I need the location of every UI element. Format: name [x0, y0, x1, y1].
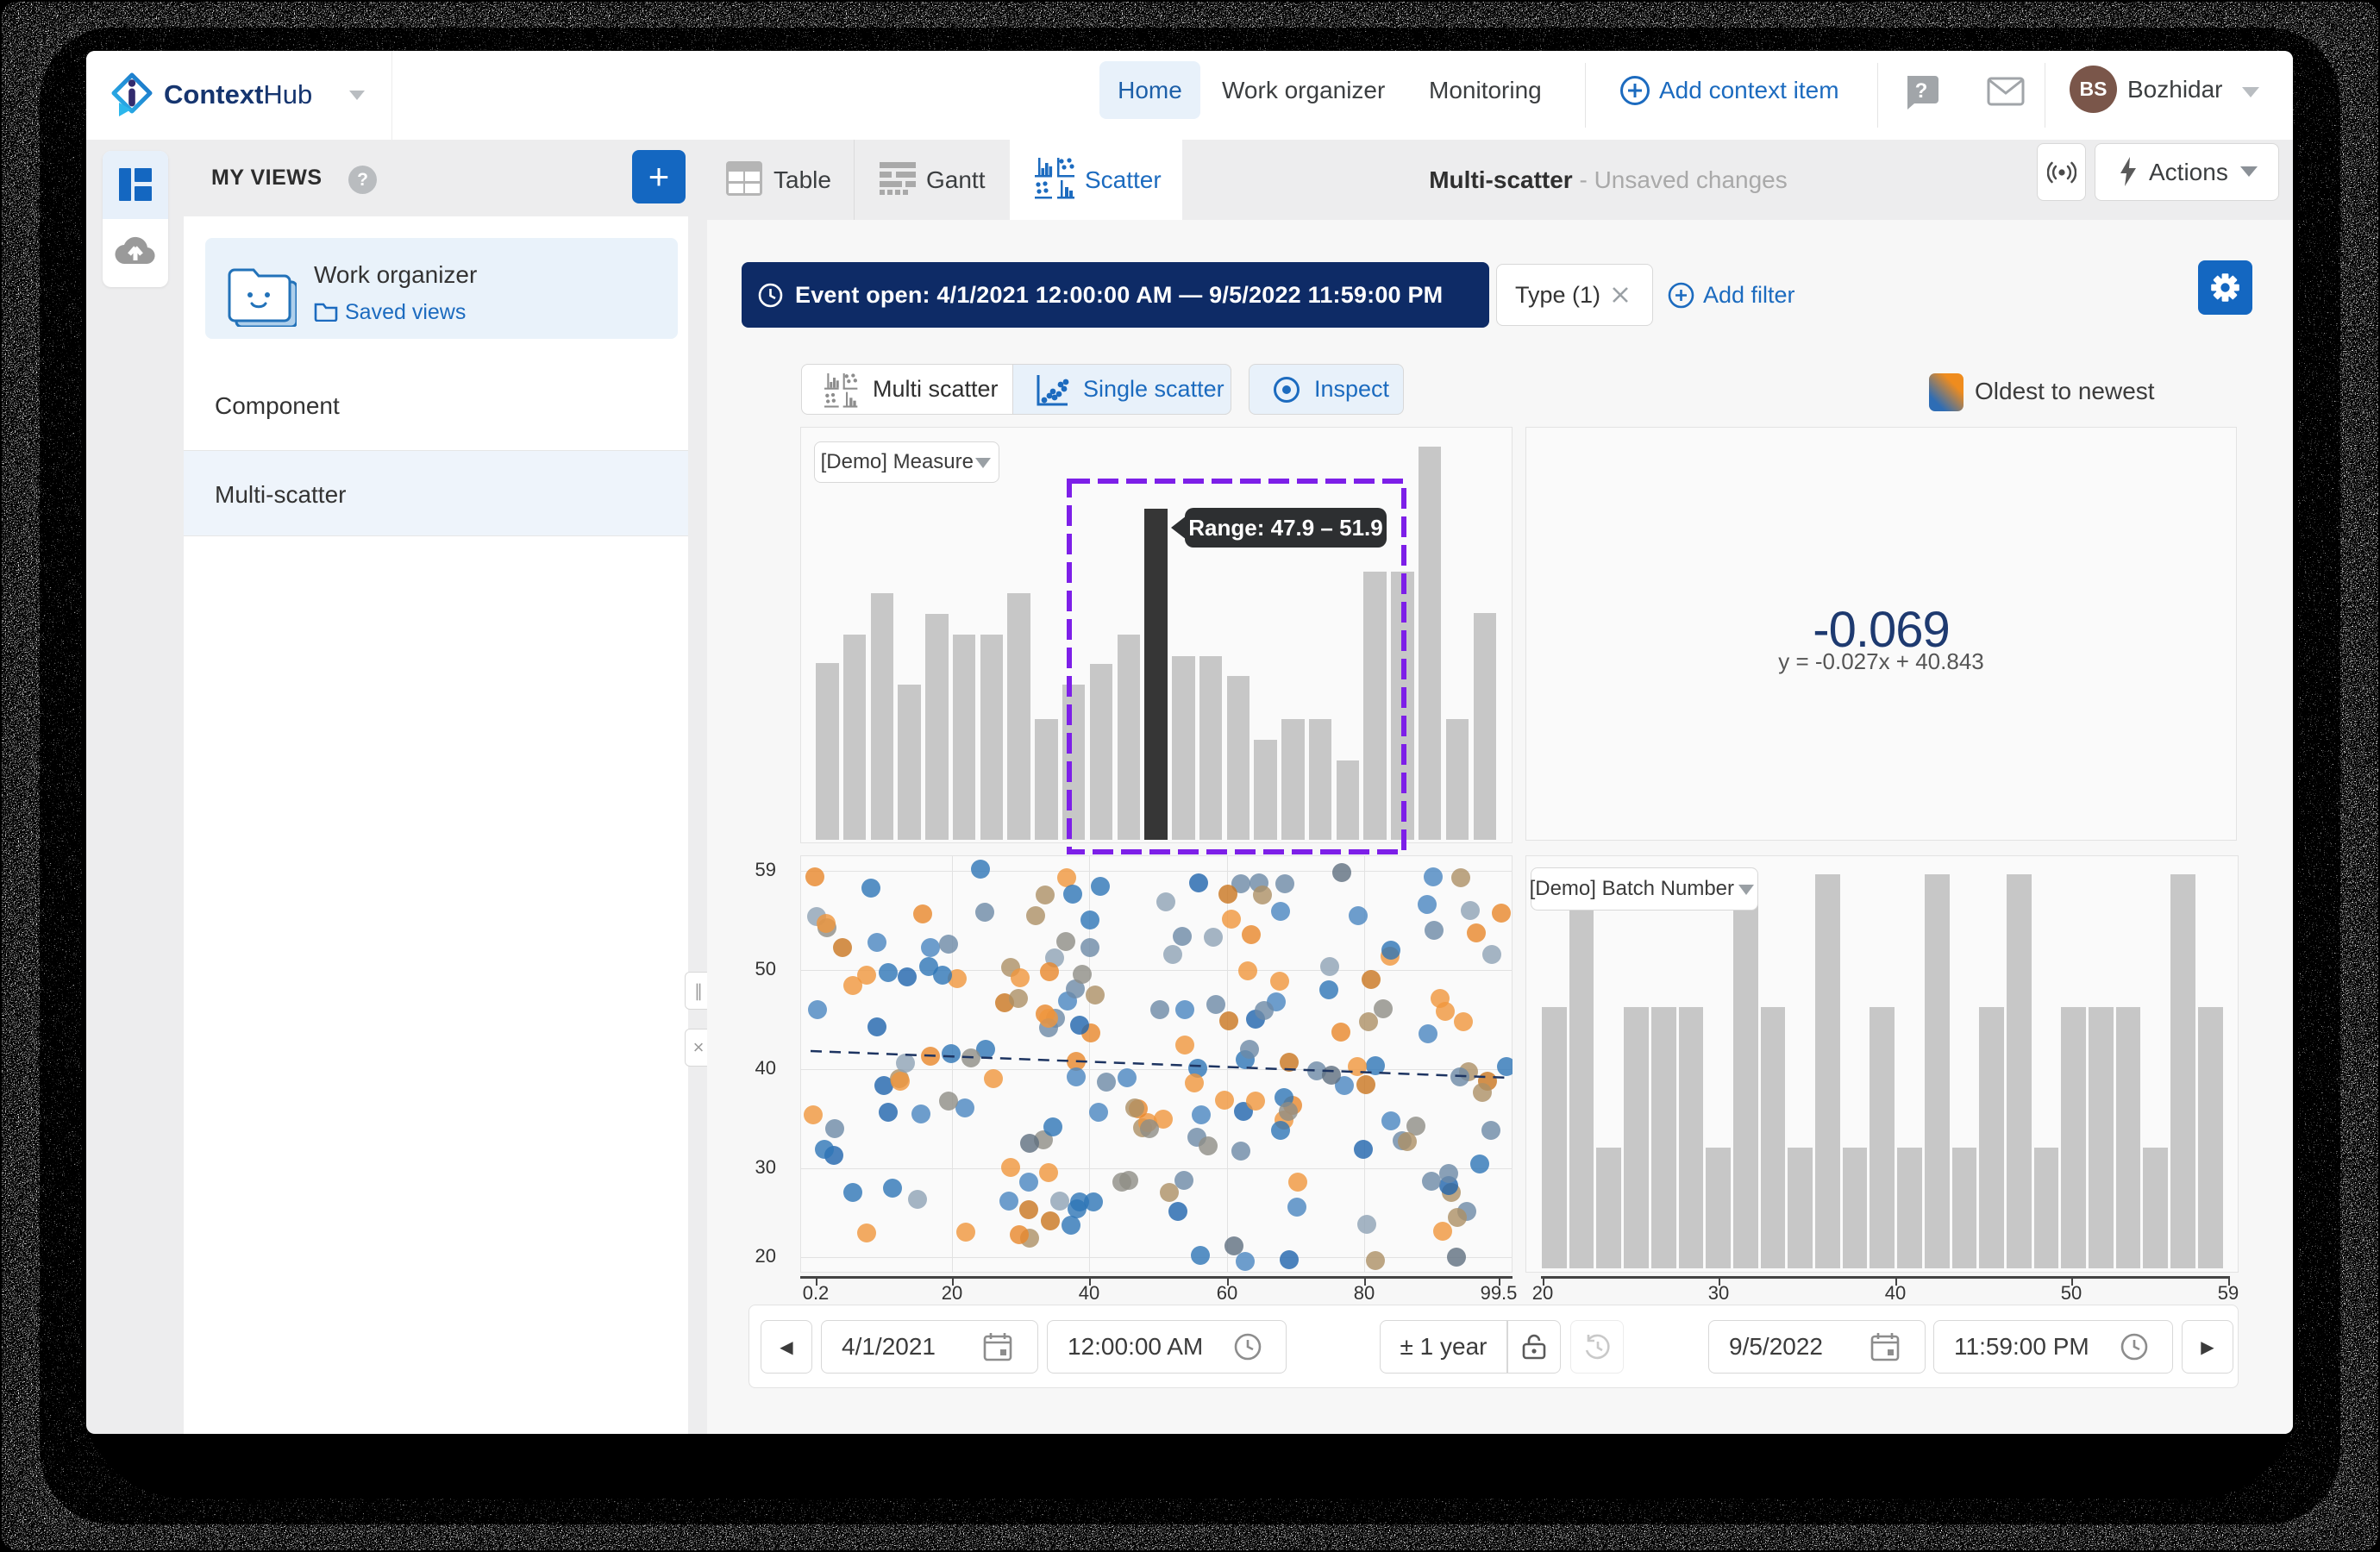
svg-text:?: ?	[1915, 79, 1928, 103]
